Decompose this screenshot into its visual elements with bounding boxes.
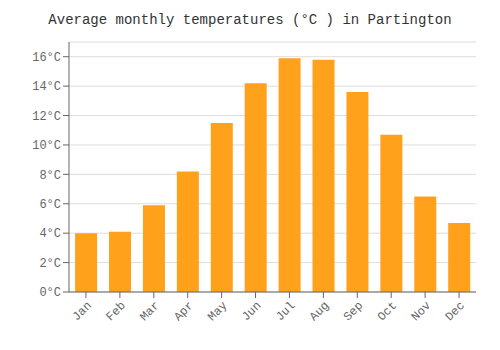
- svg-text:Sep: Sep: [341, 299, 366, 324]
- svg-text:Apr: Apr: [171, 299, 196, 324]
- svg-text:Mar: Mar: [137, 299, 162, 324]
- svg-text:Aug: Aug: [307, 299, 332, 324]
- svg-text:Feb: Feb: [104, 299, 129, 324]
- svg-text:Jan: Jan: [70, 299, 95, 324]
- svg-text:8°C: 8°C: [39, 169, 61, 183]
- html-text:Average monthly temperatures (: Average monthly temperatures (°C ) in Pa…: [48, 12, 452, 28]
- svg-text:Jul: Jul: [273, 299, 298, 324]
- svg-text:Dec: Dec: [443, 299, 468, 324]
- svg-text:16°C: 16°C: [32, 51, 61, 65]
- svg-text:12°C: 12°C: [32, 110, 61, 124]
- svg-text:14°C: 14°C: [32, 80, 61, 94]
- svg-text:6°C: 6°C: [39, 198, 61, 212]
- svg-text:Nov: Nov: [409, 299, 434, 324]
- svg-text:4°C: 4°C: [39, 227, 61, 241]
- svg-text:May: May: [205, 299, 230, 324]
- svg-text:0°C: 0°C: [39, 286, 61, 300]
- svg-text:Jun: Jun: [239, 299, 264, 324]
- svg-text:Oct: Oct: [375, 299, 400, 324]
- svg-text:2°C: 2°C: [39, 257, 61, 271]
- svg-text:10°C: 10°C: [32, 139, 61, 153]
